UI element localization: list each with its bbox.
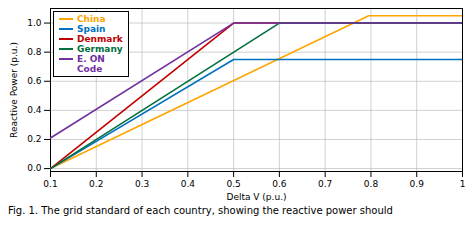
svg-text:0.4: 0.4: [181, 179, 196, 189]
svg-text:1.0: 1.0: [27, 18, 42, 28]
html-text:Spain: Spain: [77, 24, 106, 34]
svg-text:0.5: 0.5: [226, 179, 240, 189]
svg-text:0.7: 0.7: [318, 179, 332, 189]
svg-text:0.6: 0.6: [27, 76, 42, 86]
svg-text:Reactive Power (p.u.): Reactive Power (p.u.): [9, 42, 19, 138]
svg-text:0.8: 0.8: [364, 179, 379, 189]
svg-text:0.9: 0.9: [410, 179, 425, 189]
html-text:Fig. 1. The grid standard of e: Fig. 1. The grid standard of each countr…: [8, 205, 393, 216]
svg-text:0.2: 0.2: [89, 179, 103, 189]
html-text:Germany: Germany: [77, 44, 123, 54]
svg-text:1: 1: [460, 179, 466, 189]
svg-text:Delta V (p.u.): Delta V (p.u.): [226, 192, 286, 202]
svg-text:0.0: 0.0: [27, 163, 42, 173]
html-text:E. ON Code: E. ON Code: [77, 54, 105, 74]
svg-text:0.8: 0.8: [27, 47, 42, 57]
html-text:Denmark: Denmark: [77, 34, 123, 44]
html-text:China: China: [77, 14, 106, 24]
svg-text:0.1: 0.1: [43, 179, 57, 189]
svg-text:0.6: 0.6: [272, 179, 287, 189]
svg-text:0.2: 0.2: [27, 134, 41, 144]
svg-text:0.3: 0.3: [135, 179, 149, 189]
svg-text:0.4: 0.4: [27, 105, 42, 115]
